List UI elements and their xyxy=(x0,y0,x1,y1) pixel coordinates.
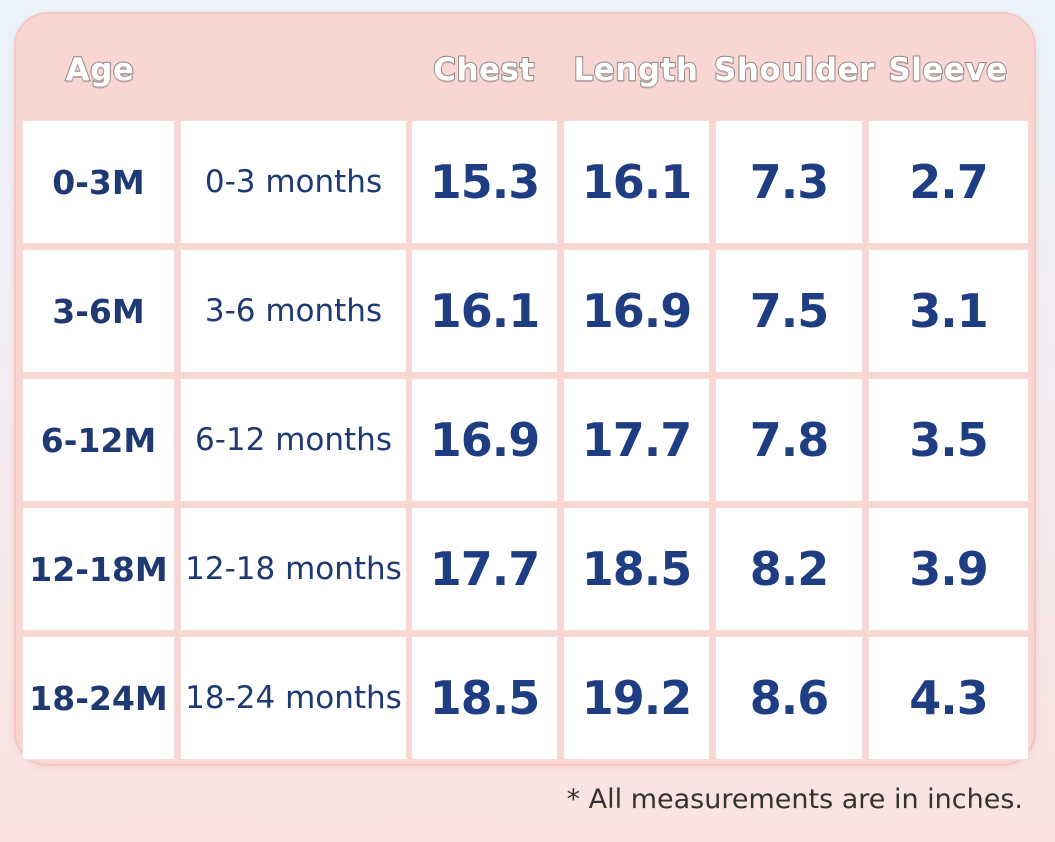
shoulder-cell: 8.2 xyxy=(715,507,863,631)
age-cell: 12-18M xyxy=(22,507,175,631)
header-age: Age xyxy=(65,51,135,89)
sleeve-cell: 3.9 xyxy=(868,507,1029,631)
header-length: Length xyxy=(573,51,699,89)
months-cell: 0-3 months xyxy=(180,120,407,244)
age-cell: 6-12M xyxy=(22,378,175,502)
months-cell: 18-24 months xyxy=(180,636,407,760)
sleeve-cell: 3.5 xyxy=(868,378,1029,502)
chest-cell: 15.3 xyxy=(411,120,558,244)
months-cell: 12-18 months xyxy=(180,507,407,631)
chest-cell: 16.9 xyxy=(411,378,558,502)
header-shoulder: Shoulder xyxy=(713,51,875,89)
chest-cell: 17.7 xyxy=(411,507,558,631)
length-cell: 16.1 xyxy=(563,120,710,244)
sleeve-cell: 4.3 xyxy=(868,636,1029,760)
footnote: * All measurements are in inches. xyxy=(566,784,1023,815)
header-sleeve: Sleeve xyxy=(887,51,1008,89)
age-cell: 3-6M xyxy=(22,249,175,373)
months-cell: 6-12 months xyxy=(180,378,407,502)
months-cell: 3-6 months xyxy=(180,249,407,373)
chest-cell: 16.1 xyxy=(411,249,558,373)
shoulder-cell: 8.6 xyxy=(715,636,863,760)
length-cell: 17.7 xyxy=(563,378,710,502)
length-cell: 16.9 xyxy=(563,249,710,373)
age-cell: 18-24M xyxy=(22,636,175,760)
shoulder-cell: 7.8 xyxy=(715,378,863,502)
header-chest: Chest xyxy=(432,51,535,89)
length-cell: 19.2 xyxy=(563,636,710,760)
shoulder-cell: 7.3 xyxy=(715,120,863,244)
sleeve-cell: 2.7 xyxy=(868,120,1029,244)
shoulder-cell: 7.5 xyxy=(715,249,863,373)
chest-cell: 18.5 xyxy=(411,636,558,760)
sleeve-cell: 3.1 xyxy=(868,249,1029,373)
length-cell: 18.5 xyxy=(563,507,710,631)
age-cell: 0-3M xyxy=(22,120,175,244)
